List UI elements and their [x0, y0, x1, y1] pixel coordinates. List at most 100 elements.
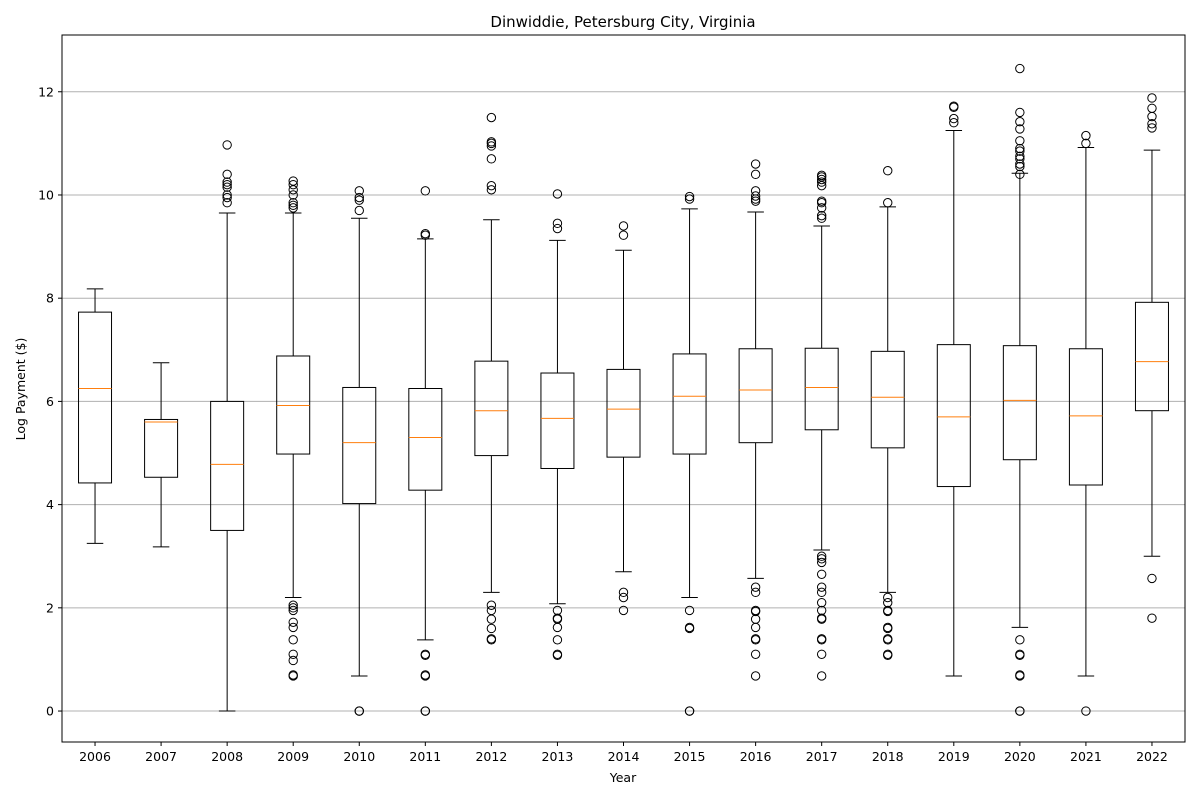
x-tick-label: 2008	[211, 749, 243, 764]
x-axis-label: Year	[609, 770, 637, 785]
box-2013	[540, 189, 575, 661]
outlier-point	[1147, 93, 1157, 103]
outlier-point	[486, 154, 497, 164]
outlier-point	[618, 592, 629, 603]
outlier-point	[288, 190, 298, 200]
box-2009	[276, 176, 311, 681]
outlier-point	[486, 600, 497, 610]
outlier-point	[1015, 161, 1025, 172]
outlier-point	[222, 140, 232, 150]
y-tick-label: 0	[46, 704, 54, 719]
outlier-point	[1081, 130, 1091, 141]
chart-title: Dinwiddie, Petersburg City, Virginia	[490, 13, 755, 31]
y-tick-label: 8	[46, 291, 54, 306]
outlier-point	[552, 635, 563, 645]
outlier-point	[883, 634, 893, 644]
outlier-point	[1147, 613, 1157, 623]
x-tick-label: 2010	[343, 749, 375, 764]
outlier-point	[288, 605, 298, 616]
outlier-point	[1081, 706, 1091, 716]
x-tick-label: 2011	[409, 749, 441, 764]
box-2007	[144, 362, 179, 548]
outlier-point	[1015, 63, 1025, 74]
outlier-point	[1015, 136, 1025, 146]
outlier-point	[288, 203, 298, 213]
outlier-point	[816, 597, 827, 608]
x-tick-label: 2012	[475, 749, 507, 764]
outlier-point	[1081, 138, 1091, 149]
outlier-point	[552, 218, 563, 229]
outlier-point	[816, 582, 827, 592]
x-tick-label: 2009	[277, 749, 309, 764]
outlier-point	[1015, 143, 1025, 154]
outlier-point	[288, 200, 298, 210]
x-tick-label: 2019	[938, 749, 970, 764]
outlier-point	[816, 557, 827, 568]
outlier-point	[750, 196, 761, 206]
outlier-point	[288, 198, 298, 208]
boxes	[78, 63, 1169, 716]
box-2018	[870, 166, 905, 661]
x-tick-label: 2018	[872, 749, 904, 764]
iqr-box	[936, 344, 971, 488]
x-tick-label: 2016	[740, 749, 772, 764]
outlier-point	[618, 221, 629, 231]
outlier-point	[816, 569, 827, 579]
outlier-point	[354, 706, 364, 716]
outlier-point	[1015, 670, 1025, 680]
outlier-point	[486, 180, 497, 191]
outlier-point	[420, 670, 431, 680]
outlier-point	[288, 179, 298, 190]
outlier-point	[288, 176, 298, 186]
outlier-point	[288, 649, 298, 659]
outlier-point	[883, 166, 893, 176]
outlier-point	[288, 600, 298, 610]
x-tick-label: 2021	[1070, 749, 1102, 764]
outlier-point	[420, 706, 431, 716]
outlier-point	[1147, 103, 1157, 113]
box-2020	[1002, 63, 1037, 716]
y-tick-label: 12	[38, 84, 54, 99]
outlier-point	[1147, 123, 1157, 133]
x-tick-label: 2015	[674, 749, 706, 764]
outlier-point	[222, 192, 232, 203]
outlier-point	[883, 605, 893, 616]
iqr-box	[342, 386, 377, 505]
iqr-box	[870, 350, 905, 449]
outlier-point	[486, 112, 497, 123]
y-tick-label: 4	[46, 497, 54, 512]
iqr-box	[738, 348, 773, 444]
iqr-box	[78, 311, 113, 484]
outlier-point	[552, 189, 563, 199]
x-tick-label: 2006	[79, 749, 111, 764]
iqr-box	[276, 355, 311, 455]
outlier-point	[222, 190, 232, 200]
outlier-point	[486, 614, 497, 624]
outlier-point	[222, 182, 232, 192]
outlier-point	[750, 649, 761, 659]
y-axis-label: Log Payment ($)	[13, 338, 28, 441]
outlier-point	[816, 671, 827, 681]
outlier-point	[486, 623, 497, 634]
outlier-point	[750, 671, 761, 681]
outlier-point	[552, 613, 563, 623]
outlier-point	[1015, 146, 1025, 156]
box-2022	[1134, 93, 1169, 623]
outlier-point	[618, 587, 629, 598]
plot-frame	[61, 34, 1186, 743]
outlier-point	[288, 670, 298, 680]
outlier-point	[883, 597, 893, 608]
outlier-point	[288, 635, 298, 645]
box-2012	[474, 112, 509, 645]
outlier-point	[288, 655, 298, 666]
iqr-box	[540, 372, 575, 469]
outlier-point	[750, 614, 761, 624]
outlier-point	[486, 605, 497, 616]
outlier-point	[816, 613, 827, 623]
outlier-point	[684, 706, 695, 716]
outlier-point	[750, 605, 761, 616]
outlier-point	[816, 177, 827, 187]
outlier-point	[816, 203, 827, 213]
iqr-box	[210, 400, 245, 531]
box-2019	[936, 101, 971, 677]
